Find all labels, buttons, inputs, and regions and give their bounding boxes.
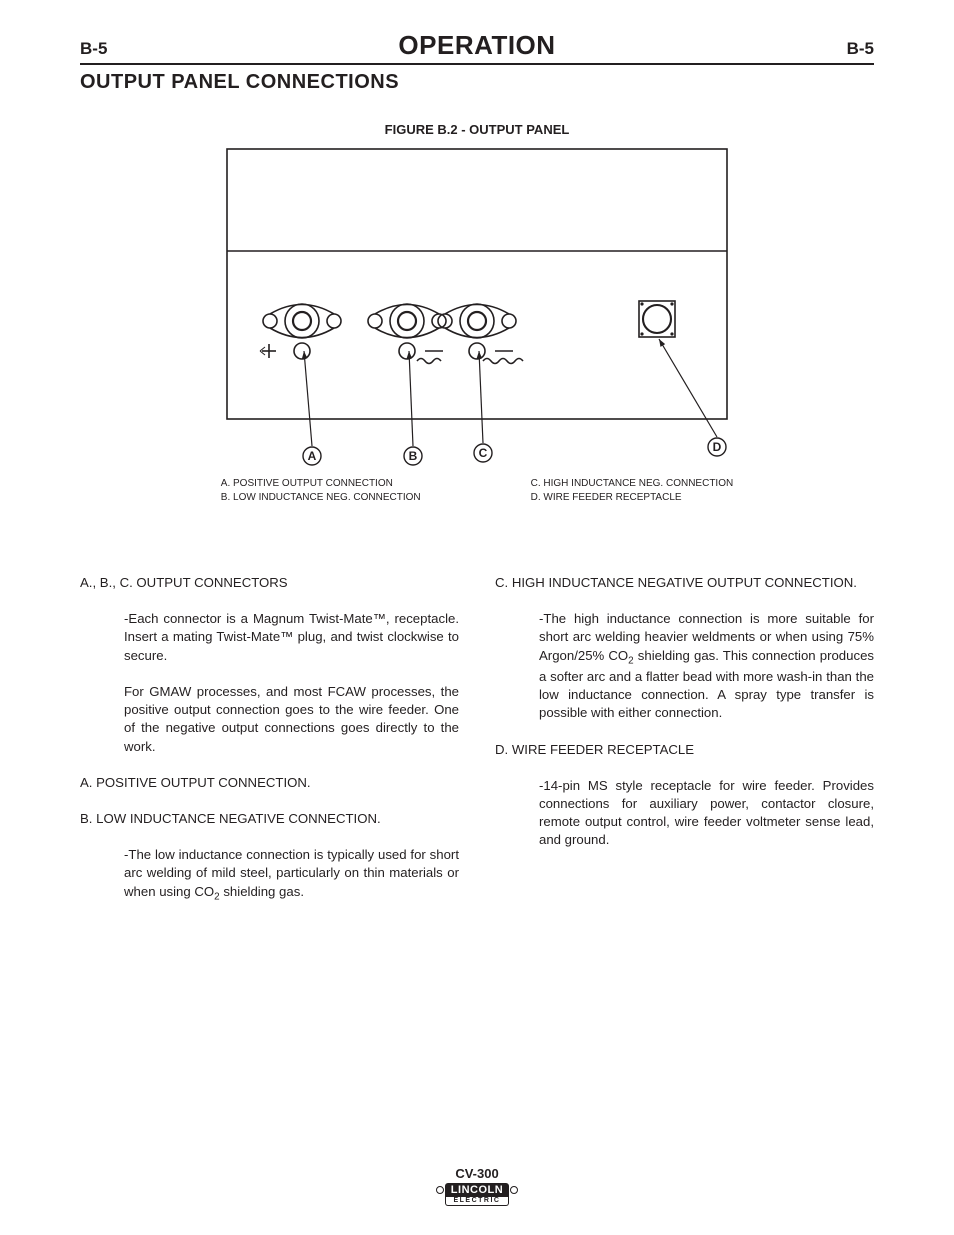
logo-bottom: ELECTRIC bbox=[445, 1197, 509, 1206]
svg-text:A: A bbox=[308, 449, 317, 463]
legend-line: D. WIRE FEEDER RECEPTACLE bbox=[531, 491, 734, 505]
footer-model: CV-300 bbox=[0, 1166, 954, 1181]
svg-text:C: C bbox=[479, 446, 488, 460]
body-columns: A., B., C. OUTPUT CONNECTORS -Each connec… bbox=[80, 574, 874, 922]
body-heading: C. HIGH INDUCTANCE NEGATIVE OUTPUT CONNE… bbox=[495, 574, 874, 592]
body-paragraph: -14-pin MS style receptacle for wire fee… bbox=[495, 777, 874, 850]
logo-top: LINCOLN bbox=[445, 1183, 509, 1197]
page-header: B-5 OPERATION B-5 bbox=[80, 30, 874, 65]
body-paragraph: -Each connector is a Magnum Twist-Mate™,… bbox=[80, 610, 459, 665]
page-code-right: B-5 bbox=[847, 39, 874, 59]
column-right: C. HIGH INDUCTANCE NEGATIVE OUTPUT CONNE… bbox=[495, 574, 874, 922]
page-code-left: B-5 bbox=[80, 39, 107, 59]
legend-line: C. HIGH INDUCTANCE NEG. CONNECTION bbox=[531, 477, 734, 491]
body-heading: A. POSITIVE OUTPUT CONNECTION. bbox=[80, 774, 459, 792]
legend-line: A. POSITIVE OUTPUT CONNECTION bbox=[221, 477, 421, 491]
page-footer: CV-300 LINCOLN ELECTRIC bbox=[0, 1166, 954, 1207]
body-paragraph: For GMAW processes, and most FCAW proces… bbox=[80, 683, 459, 756]
lincoln-logo: LINCOLN ELECTRIC bbox=[445, 1183, 509, 1206]
body-paragraph: -The high inductance connection is more … bbox=[495, 610, 874, 722]
body-paragraph: -The low inductance connection is typica… bbox=[80, 846, 459, 904]
section-title: OUTPUT PANEL CONNECTIONS bbox=[80, 71, 874, 94]
legend-right: C. HIGH INDUCTANCE NEG. CONNECTION D. WI… bbox=[531, 477, 734, 504]
column-left: A., B., C. OUTPUT CONNECTORS -Each connec… bbox=[80, 574, 459, 922]
svg-text:D: D bbox=[713, 440, 722, 454]
figure-wrap: A B C D bbox=[80, 141, 874, 471]
body-heading: D. WIRE FEEDER RECEPTACLE bbox=[495, 741, 874, 759]
figure-legend: A. POSITIVE OUTPUT CONNECTION B. LOW IND… bbox=[80, 477, 874, 504]
figure-caption: FIGURE B.2 - OUTPUT PANEL bbox=[80, 122, 874, 137]
svg-text:B: B bbox=[409, 449, 418, 463]
body-heading: A., B., C. OUTPUT CONNECTORS bbox=[80, 574, 459, 592]
legend-line: B. LOW INDUCTANCE NEG. CONNECTION bbox=[221, 491, 421, 505]
legend-left: A. POSITIVE OUTPUT CONNECTION B. LOW IND… bbox=[221, 477, 421, 504]
body-heading: B. LOW INDUCTANCE NEGATIVE CONNECTION. bbox=[80, 810, 459, 828]
page-title: OPERATION bbox=[398, 30, 555, 61]
output-panel-diagram: A B C D bbox=[217, 141, 737, 471]
